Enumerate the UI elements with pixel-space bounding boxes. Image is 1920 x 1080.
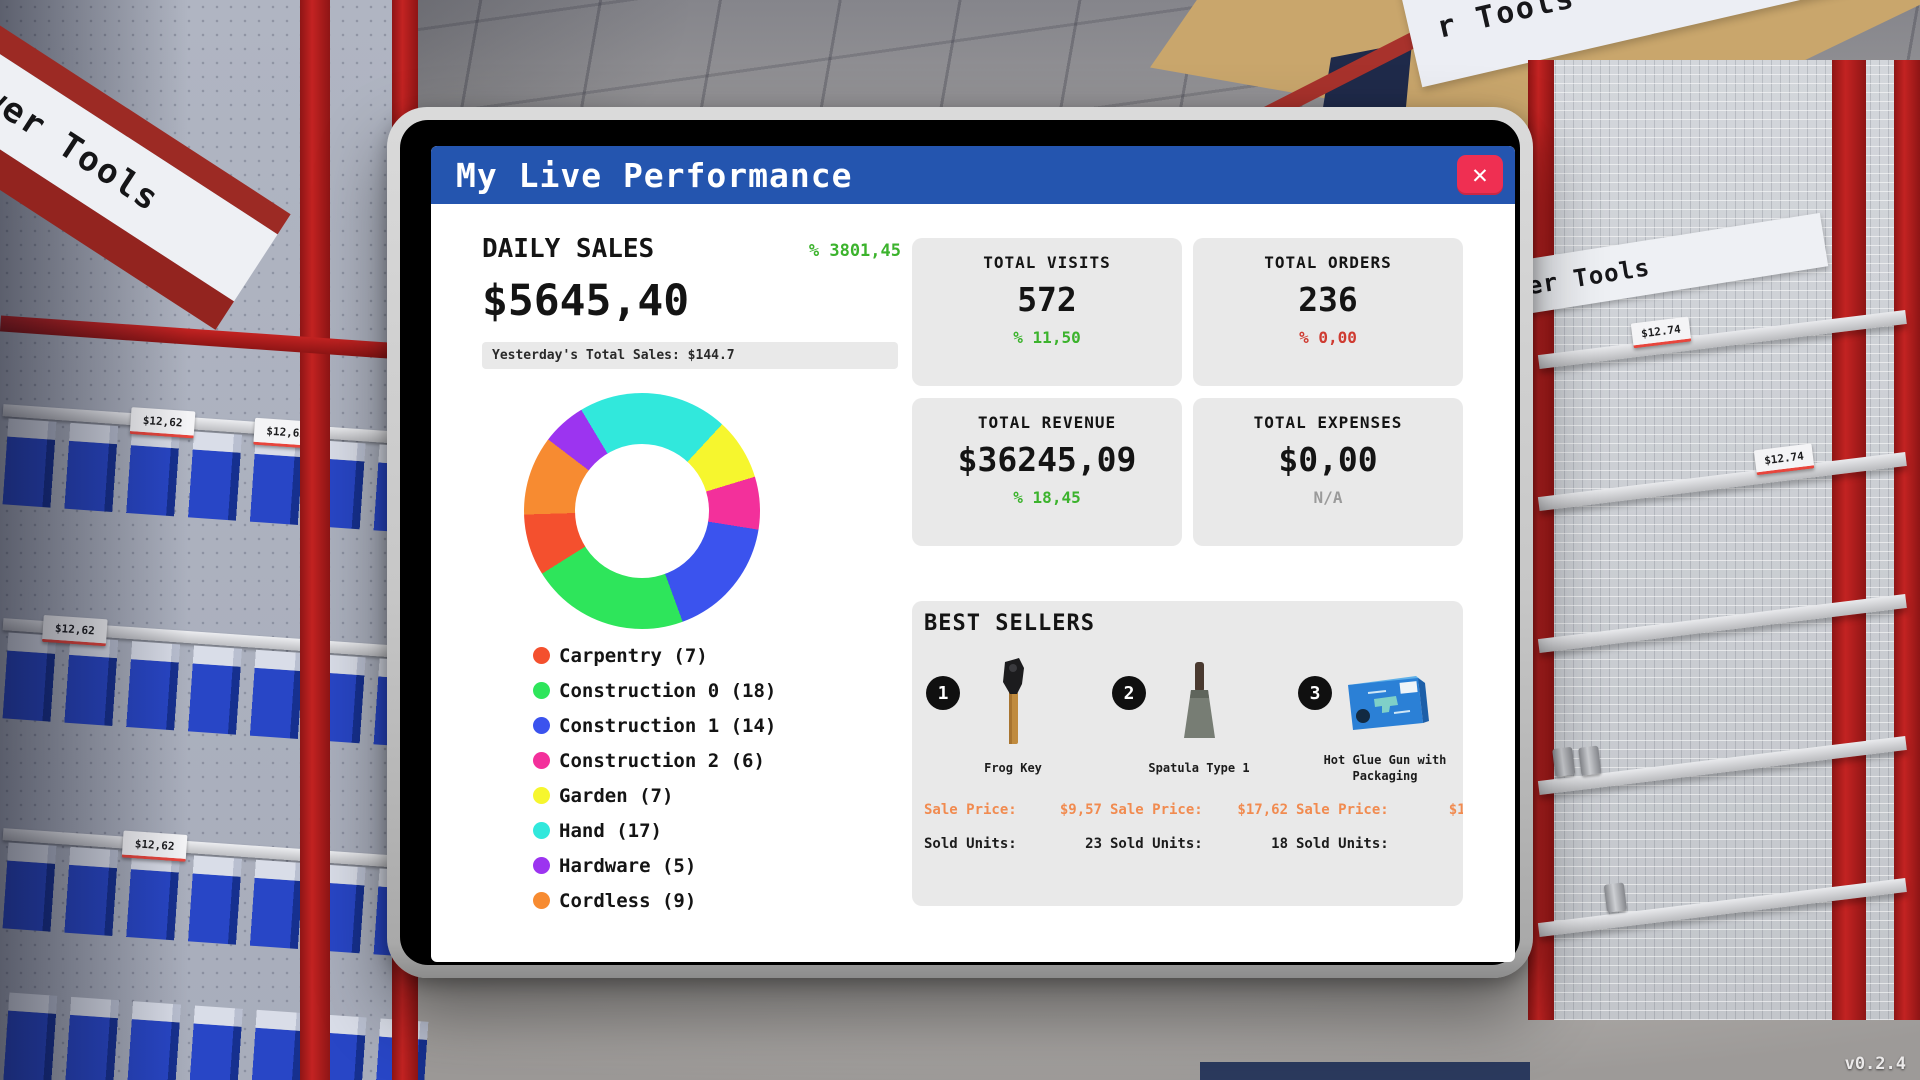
stat-card-total-expenses: TOTAL EXPENSES $0,00 N/A xyxy=(1193,398,1463,546)
best-seller-item-1: 1 Frog Key Sale xyxy=(924,656,1102,852)
legend-dot xyxy=(533,682,550,699)
donut-chart xyxy=(524,393,760,629)
sale-price-label: Sale Price: xyxy=(1296,802,1389,818)
aisle-sign-top-right-text: r Tools xyxy=(1433,0,1579,46)
legend-item: Construction 1 (14) xyxy=(533,708,776,743)
right-shelf-unit: $12.74 $12.74 xyxy=(1528,60,1920,1020)
best-seller-item-3: 3 xyxy=(1296,656,1463,852)
close-icon: ✕ xyxy=(1472,160,1488,190)
best-sellers-panel: BEST SELLERS 1 xyxy=(912,601,1463,906)
sale-price-value: $17,62 xyxy=(1237,802,1288,818)
product-image-glue-gun-box xyxy=(1296,656,1463,748)
rack-post xyxy=(1894,60,1920,1020)
game-version: v0.2.4 xyxy=(1844,1054,1906,1074)
legend-item: Hand (17) xyxy=(533,813,776,848)
category-legend: Carpentry (7) Construction 0 (18) Constr… xyxy=(533,638,776,918)
legend-item: Carpentry (7) xyxy=(533,638,776,673)
legend-dot xyxy=(533,647,550,664)
rank-badge: 3 xyxy=(1298,676,1332,710)
legend-item: Construction 2 (6) xyxy=(533,743,776,778)
sale-price-label: Sale Price: xyxy=(1110,802,1203,818)
product-image-spatula xyxy=(1110,656,1288,748)
left-shelf-unit: $12,62 $12,62 $12,62 $12,62 Power Tools xyxy=(0,0,433,1080)
sold-units-label: Sold Units: xyxy=(1110,836,1203,852)
best-seller-item-2: 2 Spatula Type 1 Sale Price: xyxy=(1110,656,1288,852)
product-image-frog-key xyxy=(924,656,1102,748)
daily-sales-delta: % 3801,45 xyxy=(808,241,901,261)
legend-item: Hardware (5) xyxy=(533,848,776,883)
floor-display-strip xyxy=(1200,1062,1530,1080)
stat-card-total-orders: TOTAL ORDERS 236 % 0,00 xyxy=(1193,238,1463,386)
aisle-sign-mid-right-text: er Tools xyxy=(1525,253,1652,301)
tablet-bezel: My Live Performance ✕ DAILY SALES % 3801… xyxy=(400,120,1520,965)
legend-dot xyxy=(533,857,550,874)
sold-units-value: 23 xyxy=(1085,836,1102,852)
sold-units-label: Sold Units: xyxy=(924,836,1017,852)
daily-sales-value: $5645,40 xyxy=(482,276,690,326)
legend-item: Construction 0 (18) xyxy=(533,673,776,708)
sale-price-label: Sale Price: xyxy=(924,802,1017,818)
product-can xyxy=(1578,745,1602,776)
legend-dot xyxy=(533,787,550,804)
stat-card-total-revenue: TOTAL REVENUE $36245,09 % 18,45 xyxy=(912,398,1182,546)
legend-item: Garden (7) xyxy=(533,778,776,813)
close-button[interactable]: ✕ xyxy=(1457,155,1503,195)
sale-price-value: $9,57 xyxy=(1059,802,1102,818)
daily-sales-label: DAILY SALES xyxy=(482,234,655,264)
best-sellers-title: BEST SELLERS xyxy=(924,611,1095,636)
rank-badge: 2 xyxy=(1112,676,1146,710)
legend-dot xyxy=(533,752,550,769)
legend-item: Cordless (9) xyxy=(533,883,776,918)
modal-title: My Live Performance xyxy=(456,155,853,195)
sold-units-label: Sold Units: xyxy=(1296,836,1389,852)
donut-hole xyxy=(575,444,709,578)
rank-badge: 1 xyxy=(926,676,960,710)
product-can xyxy=(1603,882,1627,913)
legend-dot xyxy=(533,892,550,909)
sale-price-value: $17 xyxy=(1448,802,1463,818)
performance-tablet: My Live Performance ✕ DAILY SALES % 3801… xyxy=(387,107,1533,978)
modal-titlebar: My Live Performance ✕ xyxy=(431,146,1515,204)
yesterday-sales-bar: Yesterday's Total Sales: $144.7 xyxy=(482,342,898,369)
performance-screen: My Live Performance ✕ DAILY SALES % 3801… xyxy=(431,146,1515,962)
legend-dot xyxy=(533,717,550,734)
rack-post xyxy=(1832,60,1866,1020)
legend-dot xyxy=(533,822,550,839)
stat-card-total-visits: TOTAL VISITS 572 % 11,50 xyxy=(912,238,1182,386)
product-can xyxy=(1552,746,1576,777)
sold-units-value: 18 xyxy=(1271,836,1288,852)
